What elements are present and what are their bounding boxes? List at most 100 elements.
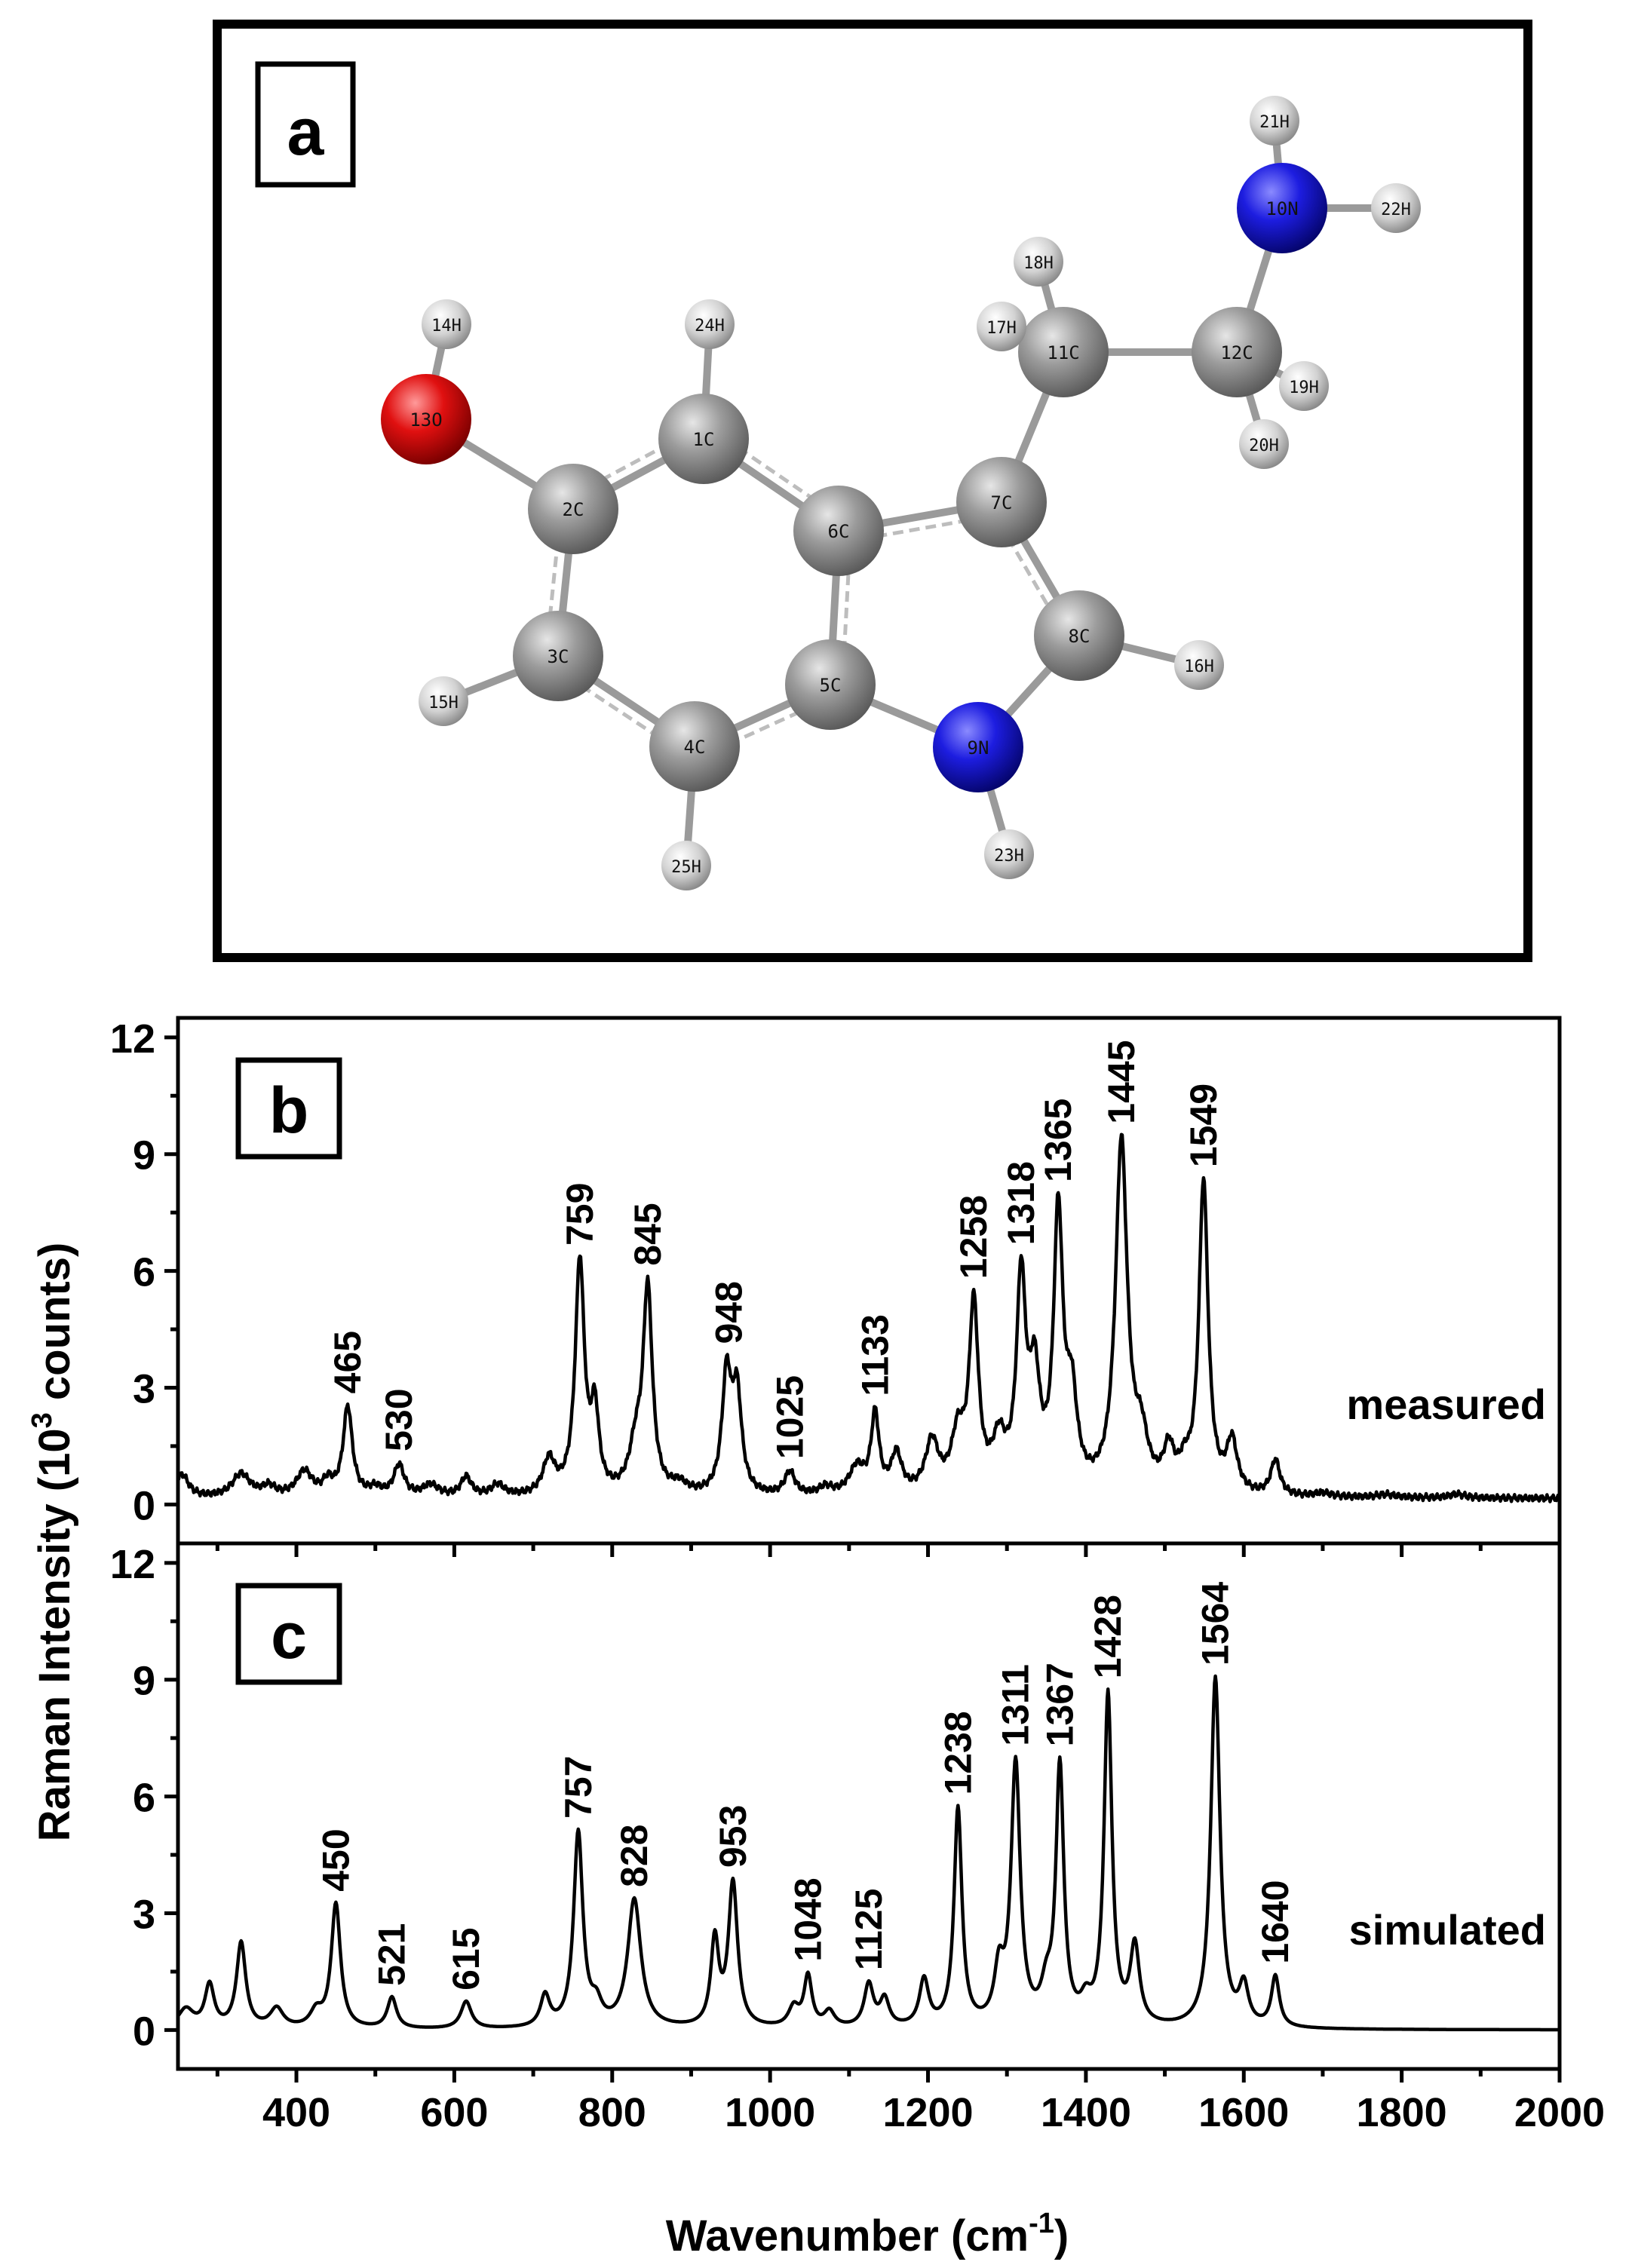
atom-label: 4C	[684, 737, 706, 758]
atom-label: 13O	[410, 409, 442, 431]
atom-2c: 2C	[528, 464, 618, 554]
atom-sphere	[1018, 307, 1109, 397]
chart-simulated: 0 3 6 9 12 400 600 800 1000 1200 1400 1600 1800 2000 4…	[110, 1541, 1605, 2135]
atom-sphere	[528, 464, 618, 554]
atom-sphere	[422, 299, 471, 349]
peak-label: 1238	[937, 1711, 979, 1794]
peak-label: 1258	[952, 1195, 995, 1279]
x-tick-label: 600	[420, 2090, 488, 2135]
atom-4c: 4C	[649, 701, 740, 792]
atom-23h: 23H	[984, 829, 1034, 879]
atom-label: 18H	[1023, 254, 1054, 273]
atom-label: 19H	[1289, 379, 1319, 397]
atom-label: 24H	[695, 317, 725, 336]
atom-24h: 24H	[685, 299, 735, 349]
atom-sphere	[785, 639, 876, 730]
atom-sphere	[1279, 361, 1329, 411]
peak-label: 1025	[768, 1375, 811, 1459]
atom-label: 2C	[563, 499, 584, 520]
peak-label: 1125	[848, 1889, 890, 1970]
atom-sphere	[685, 299, 735, 349]
atom-label: 25H	[671, 858, 701, 877]
atom-7c: 7C	[956, 457, 1047, 547]
peak-label: 845	[627, 1203, 669, 1265]
aromatic-bond	[595, 442, 670, 485]
aromatic-bond	[729, 707, 807, 746]
x-tick-label: 1800	[1357, 2090, 1447, 2135]
atom-sphere	[984, 829, 1034, 879]
x-tick-label: 2000	[1514, 2090, 1605, 2135]
atom-label: 8C	[1069, 626, 1091, 647]
peak-label: 1318	[1000, 1161, 1042, 1245]
x-tick-label: 1400	[1041, 2090, 1131, 2135]
atom-label: 10N	[1265, 198, 1298, 219]
atom-25h: 25H	[661, 841, 711, 890]
atom-6c: 6C	[793, 486, 884, 576]
atom-label: 20H	[1249, 437, 1279, 455]
atom-label: 12C	[1220, 342, 1253, 363]
panel-label-box	[235, 1057, 342, 1160]
atom-sphere	[381, 374, 471, 464]
molecule-structure: 1C 2C 3C 4C 5C 6C 7C 8C 9N 10N 11C 12C 13O 14H 15H 16H 1…	[381, 96, 1421, 890]
atom-sphere	[956, 457, 1047, 547]
spectrum-line-simulated	[176, 1674, 1561, 2032]
atom-13o: 13O	[381, 374, 471, 464]
peak-label: 1640	[1254, 1880, 1296, 1963]
atom-sphere	[977, 302, 1026, 351]
panel-label-box	[235, 1583, 342, 1685]
atom-16h: 16H	[1174, 640, 1224, 690]
peak-label: 521	[371, 1923, 413, 1985]
x-tick-label: 1600	[1198, 2090, 1289, 2135]
atom-sphere	[1014, 237, 1063, 287]
x-tick-label: 800	[578, 2090, 646, 2135]
y-tick-label: 9	[133, 1659, 155, 1704]
atom-label: 5C	[820, 675, 842, 696]
atom-9n: 9N	[933, 702, 1023, 792]
aromatic-bond	[1006, 536, 1054, 614]
atom-sphere	[793, 486, 884, 576]
peak-label: 450	[314, 1828, 357, 1891]
atom-15h: 15H	[419, 676, 468, 726]
aromatic-bond	[842, 565, 851, 652]
atom-22h: 22H	[1371, 183, 1421, 233]
peak-label: 1564	[1195, 1582, 1237, 1666]
atom-sphere	[1239, 419, 1289, 469]
atom-11c: 11C	[1018, 307, 1109, 397]
atom-sphere	[658, 394, 749, 484]
y-tick-label: 9	[133, 1133, 155, 1178]
peak-label: 1048	[787, 1877, 829, 1961]
atom-sphere	[1034, 590, 1124, 681]
aromatic-bond	[738, 447, 818, 503]
atom-sphere	[513, 611, 603, 701]
atom-label: 16H	[1184, 657, 1214, 676]
atom-sphere	[661, 841, 711, 890]
y-tick-label: 0	[133, 1483, 155, 1528]
atom-label: 9N	[968, 737, 989, 759]
x-tick-label: 1000	[725, 2090, 815, 2135]
atom-20h: 20H	[1239, 419, 1289, 469]
peak-label: 1367	[1038, 1663, 1081, 1746]
peak-label: 1549	[1183, 1083, 1225, 1167]
peak-label: 948	[708, 1281, 750, 1344]
peak-label: 1311	[995, 1664, 1037, 1745]
atom-12c: 12C	[1192, 307, 1282, 397]
atom-label: 14H	[431, 317, 462, 336]
plot-frame	[176, 1541, 1562, 2071]
atom-label: 3C	[548, 646, 569, 667]
atom-3c: 3C	[513, 611, 603, 701]
y-axis-title: Raman Intensity (103 counts)	[26, 1243, 79, 1842]
aromatic-bond	[580, 684, 659, 739]
atom-19h: 19H	[1279, 361, 1329, 411]
peak-label: 759	[559, 1183, 601, 1246]
atom-label: 6C	[828, 521, 850, 542]
peak-label: 828	[613, 1825, 655, 1887]
peak-label: 465	[327, 1331, 369, 1393]
atom-sphere	[1371, 183, 1421, 233]
atom-17h: 17H	[977, 302, 1026, 351]
y-tick-label: 6	[133, 1250, 155, 1295]
atom-label: 23H	[994, 847, 1024, 866]
x-tick-label: 1200	[882, 2090, 973, 2135]
peak-label: 1428	[1087, 1595, 1129, 1678]
